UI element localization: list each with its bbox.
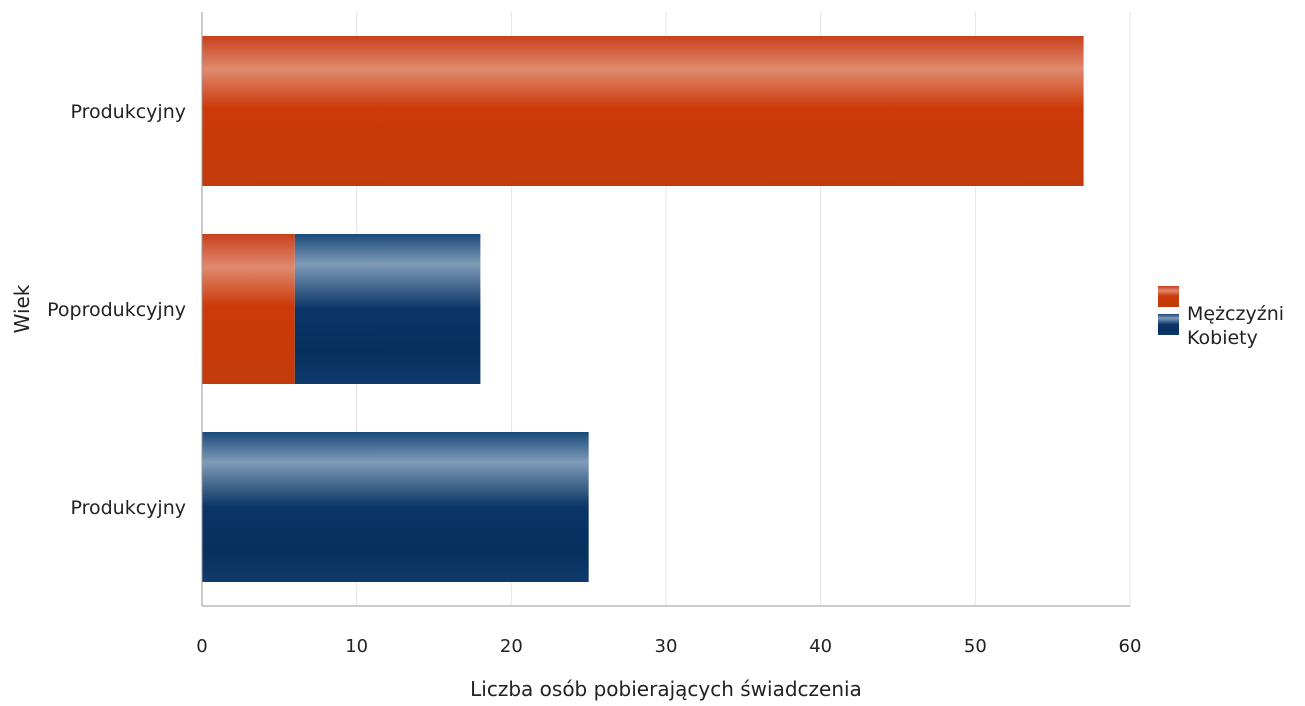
bars bbox=[202, 36, 1084, 582]
bar-kobiety-2 bbox=[202, 432, 589, 582]
y-axis-title: Wiek bbox=[10, 284, 34, 333]
x-tick-label: 50 bbox=[964, 636, 987, 657]
x-tick-label: 0 bbox=[196, 636, 207, 657]
legend-label-1: Kobiety bbox=[1187, 327, 1258, 349]
bar-mezczyzni-1 bbox=[202, 234, 295, 384]
legend-label-0: Mężczyźni bbox=[1187, 303, 1284, 325]
x-tick-label: 10 bbox=[345, 636, 368, 657]
x-tick-label: 40 bbox=[809, 636, 832, 657]
axes: 0 10 20 30 40 50 60 Produkcyjny Poprodukcyjny Pro… bbox=[47, 12, 1141, 657]
y-tick-label: Poprodukcyjny bbox=[47, 299, 186, 321]
x-tick-label: 60 bbox=[1119, 636, 1142, 657]
legend-swatch-0 bbox=[1158, 286, 1179, 307]
legend-swatch-1 bbox=[1158, 314, 1179, 335]
x-tick-label: 30 bbox=[655, 636, 678, 657]
bar-mezczyzni-0 bbox=[202, 36, 1084, 186]
bar-kobiety-1 bbox=[294, 234, 481, 384]
x-tick-label: 20 bbox=[500, 636, 523, 657]
y-tick-label: Produkcyjny bbox=[70, 497, 186, 519]
y-tick-label: Produkcyjny bbox=[70, 101, 186, 123]
x-axis-title: Liczba osób pobierających świadczenia bbox=[470, 677, 862, 701]
